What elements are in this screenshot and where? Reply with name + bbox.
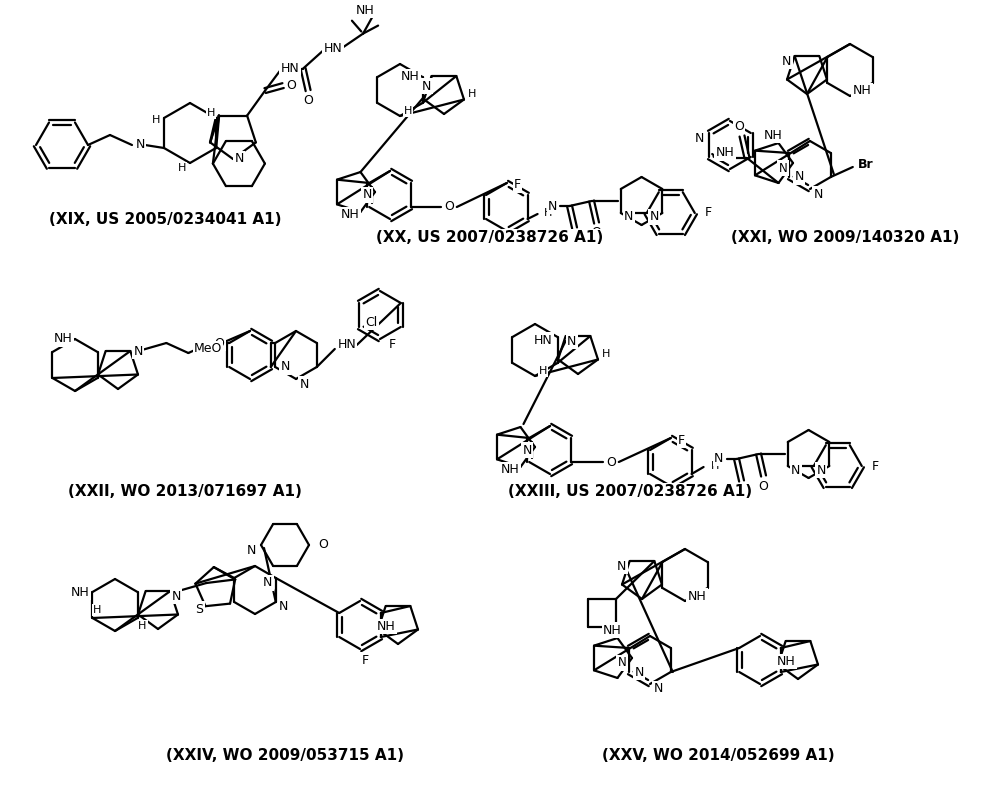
Text: O: O bbox=[318, 538, 328, 552]
Text: H: H bbox=[178, 163, 186, 173]
Text: HN: HN bbox=[534, 333, 553, 346]
Text: H: H bbox=[404, 106, 412, 116]
Text: F: F bbox=[705, 206, 712, 219]
Text: N: N bbox=[795, 171, 804, 183]
Text: O: O bbox=[286, 79, 296, 92]
Text: N: N bbox=[813, 187, 823, 201]
Text: N: N bbox=[817, 464, 826, 476]
Text: NH: NH bbox=[54, 333, 72, 345]
Text: H: H bbox=[543, 208, 552, 218]
Text: N: N bbox=[279, 600, 288, 614]
Text: NH: NH bbox=[71, 585, 90, 599]
Text: Cl: Cl bbox=[365, 315, 377, 329]
Text: O: O bbox=[214, 337, 224, 349]
Text: N: N bbox=[635, 665, 644, 679]
Text: (XXII, WO 2013/071697 A1): (XXII, WO 2013/071697 A1) bbox=[68, 484, 302, 499]
Text: N: N bbox=[567, 334, 576, 348]
Text: HN: HN bbox=[337, 338, 356, 352]
Text: O: O bbox=[737, 484, 747, 498]
Text: N: N bbox=[779, 161, 787, 175]
Text: O: O bbox=[303, 94, 313, 107]
Text: N: N bbox=[522, 444, 532, 457]
Text: HN: HN bbox=[281, 62, 299, 75]
Text: NH: NH bbox=[401, 71, 420, 83]
Text: H: H bbox=[207, 108, 215, 118]
Text: (XXIII, US 2007/0238726 A1): (XXIII, US 2007/0238726 A1) bbox=[508, 484, 752, 499]
Text: H: H bbox=[468, 90, 476, 99]
Text: S: S bbox=[196, 603, 204, 615]
Text: Br: Br bbox=[858, 159, 874, 172]
Text: N: N bbox=[653, 683, 663, 696]
Text: NH: NH bbox=[777, 655, 795, 668]
Text: F: F bbox=[872, 460, 879, 472]
Text: N: N bbox=[650, 210, 659, 223]
Text: N: N bbox=[548, 199, 557, 213]
Text: N: N bbox=[135, 138, 145, 152]
Text: N: N bbox=[791, 464, 800, 476]
Text: (XXV, WO 2014/052699 A1): (XXV, WO 2014/052699 A1) bbox=[602, 749, 834, 764]
Text: NH: NH bbox=[341, 209, 360, 222]
Text: H: H bbox=[138, 621, 147, 631]
Text: (XXI, WO 2009/140320 A1): (XXI, WO 2009/140320 A1) bbox=[731, 230, 959, 245]
Text: (XX, US 2007/0238726 A1): (XX, US 2007/0238726 A1) bbox=[376, 230, 604, 245]
Text: NH: NH bbox=[688, 589, 706, 603]
Text: NH: NH bbox=[764, 129, 783, 141]
Text: N: N bbox=[299, 377, 309, 391]
Text: NH: NH bbox=[501, 464, 520, 476]
Text: F: F bbox=[361, 653, 369, 666]
Text: N: N bbox=[422, 79, 431, 93]
Text: N: N bbox=[263, 576, 272, 589]
Text: N: N bbox=[782, 55, 791, 67]
Text: N: N bbox=[362, 188, 372, 202]
Text: H: H bbox=[539, 366, 547, 376]
Text: N: N bbox=[624, 210, 633, 223]
Text: N: N bbox=[134, 345, 143, 357]
Text: N: N bbox=[172, 589, 181, 603]
Text: H: H bbox=[602, 349, 610, 360]
Text: O: O bbox=[444, 201, 454, 214]
Text: F: F bbox=[514, 179, 521, 191]
Text: N: N bbox=[714, 452, 723, 464]
Text: O: O bbox=[570, 232, 580, 245]
Text: F: F bbox=[678, 434, 685, 446]
Text: N: N bbox=[234, 152, 244, 165]
Text: (XIX, US 2005/0234041 A1): (XIX, US 2005/0234041 A1) bbox=[49, 213, 281, 228]
Text: N: N bbox=[695, 132, 704, 145]
Text: F: F bbox=[388, 337, 396, 350]
Text: O: O bbox=[734, 120, 744, 133]
Text: O: O bbox=[592, 226, 602, 240]
Text: NH: NH bbox=[716, 147, 734, 160]
Text: O: O bbox=[606, 456, 616, 468]
Text: O: O bbox=[759, 480, 769, 492]
Text: H: H bbox=[152, 115, 160, 125]
Text: N: N bbox=[246, 544, 256, 557]
Text: H: H bbox=[710, 461, 719, 471]
Text: (XXIV, WO 2009/053715 A1): (XXIV, WO 2009/053715 A1) bbox=[166, 749, 404, 764]
Text: N: N bbox=[281, 360, 290, 373]
Text: NH: NH bbox=[377, 620, 395, 633]
Text: N: N bbox=[617, 560, 626, 572]
Text: HN: HN bbox=[324, 42, 342, 55]
Text: NH: NH bbox=[603, 623, 622, 637]
Text: MeO: MeO bbox=[194, 342, 222, 356]
Text: H: H bbox=[93, 605, 102, 615]
Text: N: N bbox=[618, 657, 626, 669]
Text: NH: NH bbox=[853, 84, 871, 98]
Text: NH: NH bbox=[356, 4, 374, 17]
